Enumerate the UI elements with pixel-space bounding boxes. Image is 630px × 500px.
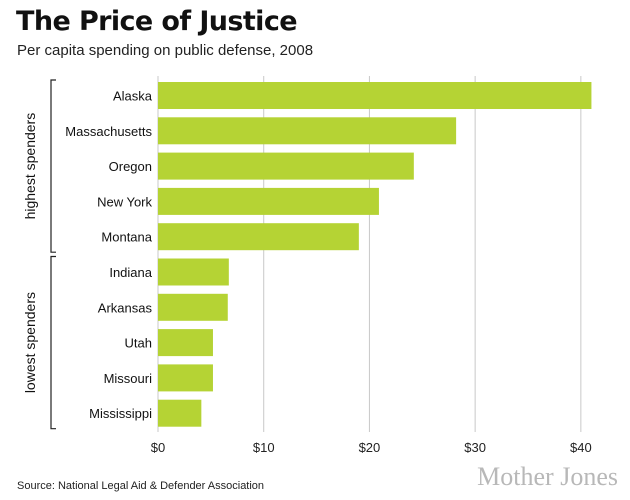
chart-title: The Price of Justice — [16, 6, 298, 37]
x-tick-label: $40 — [570, 440, 592, 455]
category-label: Arkansas — [98, 300, 153, 315]
group-bracket — [50, 79, 56, 253]
bar — [158, 187, 379, 215]
bar — [158, 258, 229, 286]
chart-subtitle: Per capita spending on public defense, 2… — [17, 42, 314, 59]
category-label: Utah — [125, 336, 152, 351]
bar — [158, 117, 457, 145]
x-tick-label: $20 — [359, 440, 381, 455]
bar — [158, 82, 592, 109]
x-tick-label: $0 — [151, 440, 165, 455]
bar — [158, 329, 213, 357]
x-tick-label: $10 — [253, 440, 275, 455]
category-label: Alaska — [113, 89, 153, 104]
category-label: Oregon — [109, 159, 152, 174]
category-label: New York — [97, 194, 152, 209]
category-label: Montana — [101, 230, 152, 245]
category-label: Missouri — [104, 371, 153, 386]
bar — [158, 293, 228, 321]
bar — [158, 364, 213, 392]
group-label: lowest spenders — [22, 292, 38, 393]
publisher-logo: Mother Jones — [477, 462, 618, 491]
group-bracket — [50, 255, 56, 430]
category-label: Mississippi — [89, 406, 152, 421]
group-label: highest spenders — [22, 113, 38, 220]
source-note: Source: National Legal Aid & Defender As… — [17, 480, 265, 492]
category-label: Indiana — [109, 265, 152, 280]
x-tick-label: $30 — [464, 440, 486, 455]
bar — [158, 152, 414, 180]
category-label: Massachusetts — [65, 124, 152, 139]
bar — [158, 223, 359, 251]
bar — [158, 399, 202, 427]
